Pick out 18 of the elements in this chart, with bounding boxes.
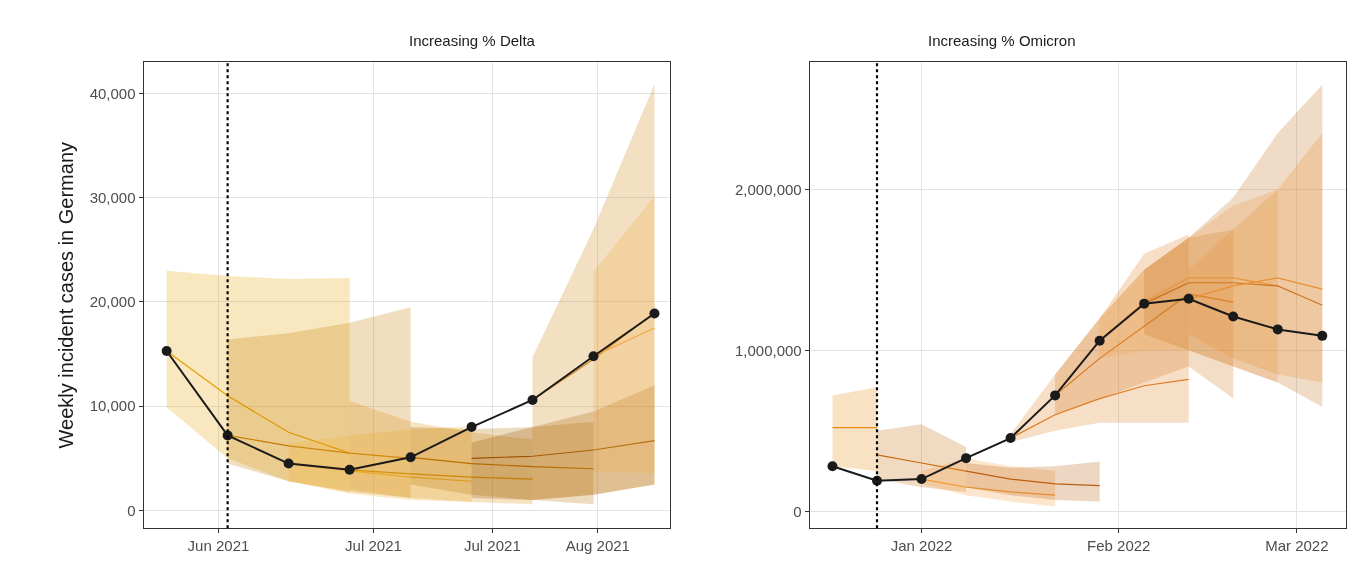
y-tick-label: 1,000,000 xyxy=(734,341,802,359)
y-tick-label: 2,000,000 xyxy=(734,180,802,198)
chart-title: Increasing % Delta xyxy=(409,32,536,49)
y-tick-label: 0 xyxy=(127,501,136,519)
x-tick-label: Jan 2022 xyxy=(890,537,953,555)
x-tick-label: Jun 2021 xyxy=(187,537,250,555)
y-tick-label: 40,000 xyxy=(89,84,136,102)
x-tick-label: Jul 2021 xyxy=(464,537,521,555)
y-tick-label: 30,000 xyxy=(89,189,136,206)
y-axis-title: Weekly incident cases in Germany xyxy=(55,141,78,449)
y-tick-label: 0 xyxy=(793,502,802,520)
chart-title: Increasing % Omicron xyxy=(928,32,1076,49)
x-tick-label: Mar 2022 xyxy=(1265,537,1329,555)
y-tick-label: 10,000 xyxy=(89,397,136,415)
x-tick-label: Feb 2022 xyxy=(1087,537,1151,555)
x-tick-label: Jul 2021 xyxy=(345,537,402,555)
x-tick-label: Aug 2021 xyxy=(565,537,630,555)
y-tick-label: 20,000 xyxy=(89,293,136,311)
